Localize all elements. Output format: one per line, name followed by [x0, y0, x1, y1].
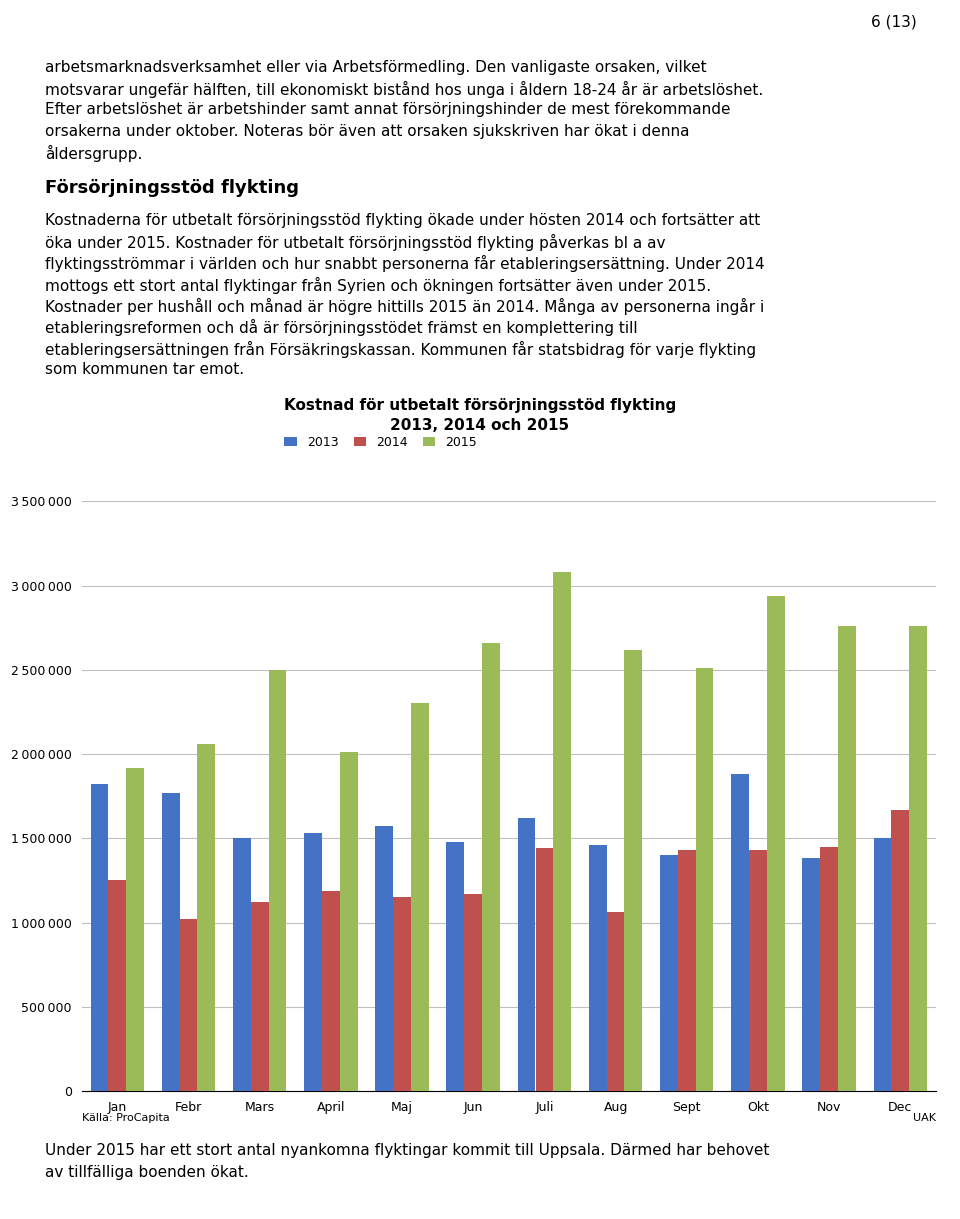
Bar [909, 627, 927, 1091]
Bar [803, 858, 820, 1091]
Bar [517, 818, 536, 1091]
Bar [588, 845, 607, 1091]
Text: flyktingsströmmar i världen och hur snabbt personerna får etableringsersättning.: flyktingsströmmar i världen och hur snab… [45, 256, 765, 272]
Text: UAK: UAK [913, 1113, 936, 1123]
Bar [625, 650, 642, 1091]
Bar [482, 642, 500, 1091]
Text: orsakerna under oktober. Noteras bör även att orsaken sjukskriven har ökat i den: orsakerna under oktober. Noteras bör äve… [45, 123, 689, 139]
Bar [198, 744, 215, 1091]
Text: mottogs ett stort antal flyktingar från Syrien och ökningen fortsätter även unde: mottogs ett stort antal flyktingar från … [45, 277, 711, 294]
Bar [553, 572, 571, 1091]
Bar [304, 834, 322, 1091]
Text: Kostnader per hushåll och månad är högre hittills 2015 än 2014. Många av persone: Kostnader per hushåll och månad är högre… [45, 299, 764, 315]
Bar [393, 897, 411, 1091]
Bar [696, 668, 713, 1091]
Bar [465, 894, 482, 1091]
Bar [126, 768, 144, 1091]
Text: åldersgrupp.: åldersgrupp. [45, 145, 142, 162]
Text: Försörjningsstöd flykting: Försörjningsstöd flykting [45, 179, 300, 196]
Text: Under 2015 har ett stort antal nyankomna flyktingar kommit till Uppsala. Därmed : Under 2015 har ett stort antal nyankomna… [45, 1143, 770, 1158]
Text: arbetsmarknadsverksamhet eller via Arbetsförmedling. Den vanligaste orsaken, vil: arbetsmarknadsverksamhet eller via Arbet… [45, 60, 707, 74]
Text: Kostnad för utbetalt försörjningsstöd flykting: Kostnad för utbetalt försörjningsstöd fl… [284, 399, 676, 413]
Bar [820, 847, 838, 1091]
Text: 2013, 2014 och 2015: 2013, 2014 och 2015 [391, 418, 569, 433]
Text: Efter arbetslöshet är arbetshinder samt annat försörjningshinder de mest förekom: Efter arbetslöshet är arbetshinder samt … [45, 102, 731, 117]
Bar [536, 848, 553, 1091]
Bar [251, 902, 269, 1091]
Text: som kommunen tar emot.: som kommunen tar emot. [45, 362, 244, 377]
Text: öka under 2015. Kostnader för utbetalt försörjningsstöd flykting påverkas bl a a: öka under 2015. Kostnader för utbetalt f… [45, 234, 665, 251]
Bar [767, 596, 784, 1091]
Bar [749, 850, 767, 1091]
Bar [322, 891, 340, 1091]
Bar [161, 792, 180, 1091]
Text: etableringsersättningen från Försäkringskassan. Kommunen får statsbidrag för var: etableringsersättningen från Försäkrings… [45, 341, 756, 357]
Bar [411, 703, 429, 1091]
Legend: 2013, 2014, 2015: 2013, 2014, 2015 [279, 430, 482, 453]
Bar [607, 912, 625, 1091]
Bar [108, 880, 126, 1091]
Bar [90, 784, 108, 1091]
Text: Källa: ProCapita: Källa: ProCapita [82, 1113, 169, 1123]
Text: etableringsreformen och då är försörjningsstödet främst en komplettering till: etableringsreformen och då är försörjnin… [45, 319, 637, 336]
Bar [660, 856, 678, 1091]
Bar [838, 627, 856, 1091]
Bar [233, 839, 251, 1091]
Bar [180, 919, 198, 1091]
Text: av tillfälliga boenden ökat.: av tillfälliga boenden ökat. [45, 1165, 249, 1180]
Bar [732, 774, 749, 1091]
Text: motsvarar ungefär hälften, till ekonomiskt bistånd hos unga i åldern 18-24 år är: motsvarar ungefär hälften, till ekonomis… [45, 80, 763, 98]
Bar [269, 669, 286, 1091]
Text: Kostnaderna för utbetalt försörjningsstöd flykting ökade under hösten 2014 och f: Kostnaderna för utbetalt försörjningsstö… [45, 213, 760, 228]
Bar [446, 841, 465, 1091]
Bar [375, 826, 393, 1091]
Text: 6 (13): 6 (13) [871, 15, 917, 29]
Bar [892, 809, 909, 1091]
Bar [340, 752, 357, 1091]
Bar [874, 839, 892, 1091]
Bar [678, 850, 696, 1091]
